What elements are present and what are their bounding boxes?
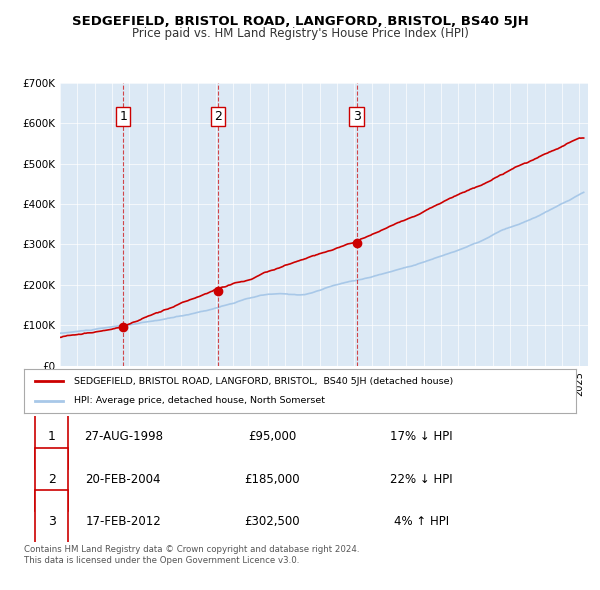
Text: Price paid vs. HM Land Registry's House Price Index (HPI): Price paid vs. HM Land Registry's House … [131,27,469,40]
Text: 4% ↑ HPI: 4% ↑ HPI [394,514,449,527]
Text: SEDGEFIELD, BRISTOL ROAD, LANGFORD, BRISTOL,  BS40 5JH (detached house): SEDGEFIELD, BRISTOL ROAD, LANGFORD, BRIS… [74,376,453,386]
Text: 1: 1 [119,110,127,123]
Text: 2: 2 [214,110,222,123]
Text: 1: 1 [47,431,56,444]
Text: SEDGEFIELD, BRISTOL ROAD, LANGFORD, BRISTOL, BS40 5JH: SEDGEFIELD, BRISTOL ROAD, LANGFORD, BRIS… [71,15,529,28]
Text: 3: 3 [353,110,361,123]
Text: 3: 3 [47,514,56,527]
Text: Contains HM Land Registry data © Crown copyright and database right 2024.
This d: Contains HM Land Registry data © Crown c… [24,545,359,565]
Text: £302,500: £302,500 [245,514,300,527]
Text: 27-AUG-1998: 27-AUG-1998 [84,431,163,444]
Text: £95,000: £95,000 [248,431,296,444]
FancyBboxPatch shape [35,405,68,468]
Text: 22% ↓ HPI: 22% ↓ HPI [390,473,453,486]
FancyBboxPatch shape [35,490,68,553]
Text: 20-FEB-2004: 20-FEB-2004 [86,473,161,486]
Text: 17-FEB-2012: 17-FEB-2012 [85,514,161,527]
Text: 2: 2 [47,473,56,486]
FancyBboxPatch shape [35,448,68,511]
Text: £185,000: £185,000 [245,473,300,486]
Text: 17% ↓ HPI: 17% ↓ HPI [390,431,453,444]
Text: HPI: Average price, detached house, North Somerset: HPI: Average price, detached house, Nort… [74,396,325,405]
